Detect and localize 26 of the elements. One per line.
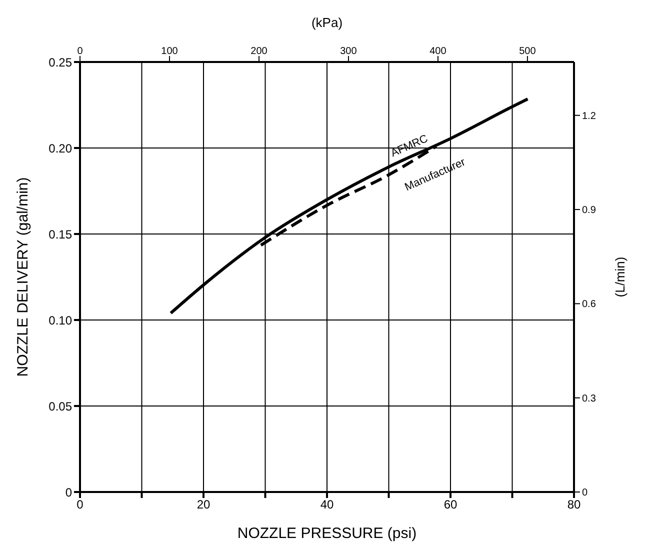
y-tick-label: 0.20 bbox=[48, 141, 72, 156]
x2-tick-label: 100 bbox=[161, 46, 178, 57]
x-tick-label: 20 bbox=[196, 498, 210, 512]
y2-tick-label: 0.6 bbox=[582, 299, 596, 310]
y2-tick-label: 0 bbox=[582, 488, 588, 499]
y-tick-label: 0.10 bbox=[48, 313, 72, 328]
y-tick-label: 0.05 bbox=[48, 399, 72, 414]
x2-tick-label: 200 bbox=[250, 46, 268, 57]
x-tick-label: 80 bbox=[567, 498, 581, 512]
y2-axis-title: (L/min) bbox=[612, 256, 628, 298]
x2-tick-label: 500 bbox=[519, 46, 536, 57]
y-tick-label: 0.25 bbox=[48, 55, 72, 70]
y2-tick-label: 0.3 bbox=[582, 393, 596, 404]
x2-tick-label: 400 bbox=[430, 46, 447, 57]
y-tick-label: 0.15 bbox=[48, 227, 72, 242]
x-tick-label: 60 bbox=[444, 498, 458, 512]
y-axis-title: NOZZLE DELIVERY (gal/min) bbox=[14, 177, 32, 377]
x2-tick-label: 300 bbox=[340, 46, 358, 57]
x2-axis-title: (kPa) bbox=[311, 15, 343, 30]
y-tick-label: 0 bbox=[65, 485, 72, 500]
x2-tick-label: 0 bbox=[77, 46, 84, 57]
y2-tick-label: 0.9 bbox=[582, 205, 596, 216]
y2-tick-label: 1.2 bbox=[582, 110, 596, 122]
x-axis-title: NOZZLE PRESSURE (psi) bbox=[237, 525, 417, 542]
x-tick-label: 40 bbox=[320, 498, 334, 512]
x-tick-label: 0 bbox=[76, 498, 84, 512]
